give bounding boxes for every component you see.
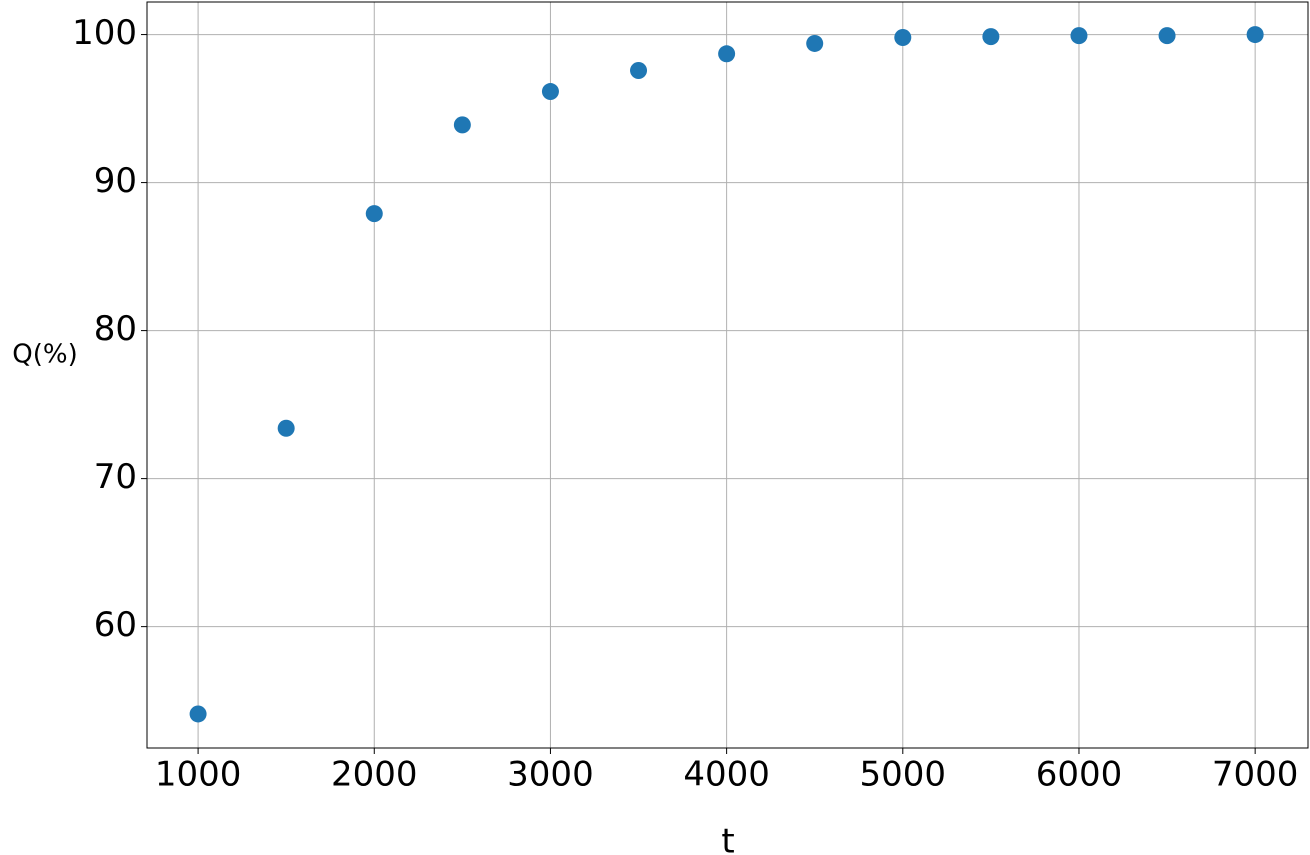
x-tick-label: 6000 bbox=[1036, 755, 1123, 795]
point bbox=[1070, 27, 1088, 45]
point bbox=[453, 116, 471, 134]
x-tick-label: 5000 bbox=[860, 755, 947, 795]
point bbox=[1158, 27, 1176, 45]
point bbox=[630, 62, 648, 80]
point bbox=[1246, 26, 1264, 44]
y-tick-label: 60 bbox=[94, 605, 137, 645]
point bbox=[541, 83, 559, 101]
y-tick-label: 80 bbox=[94, 309, 137, 349]
plot-frame bbox=[146, 1, 1309, 749]
point bbox=[806, 34, 824, 52]
y-tick-label: 90 bbox=[94, 161, 137, 201]
point bbox=[277, 419, 295, 437]
y-axis-label: Q(%) bbox=[12, 340, 77, 370]
x-tick-label: 7000 bbox=[1212, 755, 1299, 795]
x-tick-label: 2000 bbox=[331, 755, 418, 795]
point bbox=[982, 28, 1000, 46]
x-tick-label: 3000 bbox=[507, 755, 594, 795]
y-tick-label: 100 bbox=[72, 13, 137, 53]
point bbox=[718, 45, 736, 63]
x-tick-label: 4000 bbox=[683, 755, 770, 795]
x-tick-label: 1000 bbox=[155, 755, 242, 795]
y-tick-label: 70 bbox=[94, 457, 137, 497]
point bbox=[894, 29, 912, 47]
x-axis-label: t bbox=[721, 822, 734, 855]
point bbox=[189, 705, 207, 723]
point bbox=[365, 205, 383, 223]
